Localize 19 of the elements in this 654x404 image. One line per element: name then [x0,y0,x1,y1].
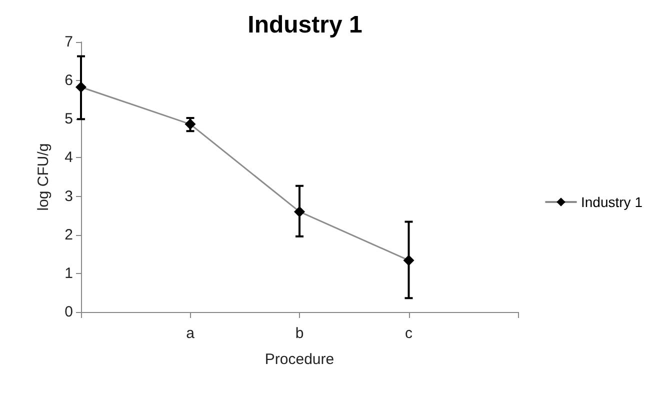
y-tick-label: 3 [64,188,73,205]
y-tick-label: 4 [64,149,73,166]
y-tick-label: 6 [64,72,73,90]
x-tick-label: b [295,325,304,342]
x-tick-label: c [405,325,413,342]
point [76,82,86,93]
chart-title: Industry 1 [248,12,362,38]
point [403,254,414,266]
x-axis-title: Procedure [264,351,334,368]
point [294,206,305,218]
y-tick-label: 2 [64,226,73,244]
legend-label: Industry 1 [581,194,643,210]
y-tick-label: 0 [64,304,73,320]
point [184,118,196,130]
x-tick-label: a [186,325,196,342]
y-tick-label: 5 [64,110,73,128]
y-axis-title: log CFU/g [35,143,52,211]
y-tick-label: 1 [64,264,73,282]
y-tick-label: 7 [64,34,73,50]
